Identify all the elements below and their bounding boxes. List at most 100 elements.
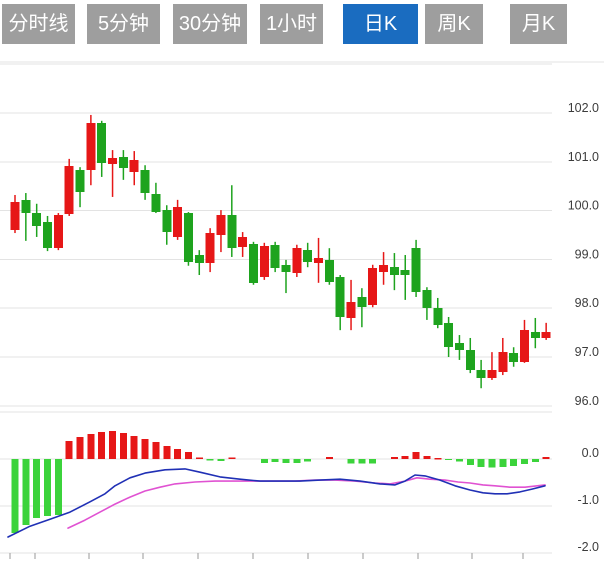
- candle-body: [335, 276, 345, 317]
- candle-body: [248, 243, 258, 283]
- candle-up: [129, 151, 139, 186]
- candle-down: [454, 335, 464, 360]
- macd-bar-positive: [412, 451, 420, 459]
- candle-down: [32, 203, 42, 237]
- macd-axis-label: -1.0: [577, 493, 599, 507]
- candle-down: [118, 150, 128, 180]
- right-axis-labels: 102.0 101.0 100.0 99.0 98.0 97.0 96.0 0.0 -1.0 -2…: [568, 101, 599, 554]
- candle-body: [32, 213, 42, 227]
- candle-body: [162, 210, 172, 233]
- macd-bar-positive: [325, 457, 333, 459]
- macd-bar-positive: [434, 458, 442, 460]
- macd-axis-label: -2.0: [577, 540, 599, 554]
- candle-body: [259, 246, 269, 277]
- candle-body: [324, 259, 334, 282]
- candle-body: [509, 353, 519, 362]
- macd-bar-negative: [531, 459, 539, 462]
- macd-bar-negative: [260, 459, 268, 464]
- tab-weekly[interactable]: 周K: [425, 4, 483, 44]
- macd-bar-negative: [455, 459, 463, 462]
- macd-bar-negative: [293, 459, 301, 463]
- candle-down: [303, 242, 313, 268]
- candle-body: [389, 267, 399, 276]
- macd-bar-negative: [22, 459, 30, 525]
- macd-bar-positive: [109, 430, 117, 459]
- macd-bar-negative: [488, 459, 496, 468]
- dif-line: [7, 468, 546, 538]
- candle-body: [303, 250, 313, 262]
- candle-down: [465, 337, 475, 374]
- macd-bar-negative: [477, 459, 485, 467]
- candle-down: [97, 120, 107, 177]
- macd-bar-positive: [141, 438, 149, 459]
- tab-30min[interactable]: 30分钟: [173, 4, 247, 44]
- candle-down: [140, 165, 150, 200]
- tab-1hour[interactable]: 1小时: [260, 4, 323, 44]
- candle-up: [292, 244, 302, 277]
- price-axis-label: 98.0: [575, 296, 599, 310]
- macd-bar-negative: [304, 459, 312, 462]
- candle-body: [183, 213, 193, 262]
- macd-bar-negative: [347, 459, 355, 464]
- candle-down: [400, 255, 410, 300]
- candle-body: [346, 301, 356, 318]
- macd-bar-positive: [390, 457, 398, 459]
- candle-body: [379, 264, 389, 273]
- candle-body: [10, 201, 20, 231]
- macd-bar-negative: [499, 459, 507, 467]
- macd-bar-negative: [206, 459, 214, 461]
- tab-timeline[interactable]: 分时线: [2, 4, 75, 44]
- candle-body: [519, 330, 529, 362]
- candle-body: [97, 122, 107, 163]
- tab-daily[interactable]: 日K: [343, 4, 418, 44]
- candle-body: [465, 350, 475, 371]
- candle-up: [53, 213, 63, 251]
- tab-5min[interactable]: 5分钟: [87, 4, 160, 44]
- candle-down: [75, 167, 85, 208]
- price-axis-label: 96.0: [575, 394, 599, 408]
- price-axis-label: 102.0: [568, 101, 599, 115]
- macd-bar-positive: [152, 442, 160, 459]
- macd-bar-positive: [98, 432, 106, 459]
- candle-up: [368, 264, 378, 308]
- macd-bar-positive: [542, 457, 550, 459]
- candle-body: [422, 290, 432, 309]
- candle-body: [433, 308, 443, 325]
- candle-body: [281, 264, 291, 273]
- candle-body: [205, 233, 215, 263]
- macd-bar-positive: [65, 441, 73, 459]
- candle-down: [530, 317, 540, 349]
- candle-down: [183, 212, 193, 266]
- macd-bar-positive: [130, 435, 138, 459]
- candle-body: [541, 332, 551, 338]
- candle-up: [108, 150, 118, 197]
- candle-body: [129, 159, 139, 173]
- tab-monthly[interactable]: 月K: [510, 4, 567, 44]
- macd-bar-negative: [520, 459, 528, 465]
- price-axis-label: 101.0: [568, 150, 599, 164]
- macd-bar-negative: [466, 459, 474, 466]
- candle-up: [173, 199, 183, 240]
- candle-body: [454, 342, 464, 351]
- macd-axis-label: 0.0: [582, 446, 599, 460]
- candle-down: [476, 359, 486, 389]
- candle-down: [194, 250, 204, 276]
- candle-body: [118, 156, 128, 169]
- candle-up: [519, 319, 529, 363]
- candle-down: [162, 205, 172, 245]
- macd-histogram: [11, 430, 550, 533]
- macd-bar-negative: [282, 459, 290, 463]
- candle-body: [476, 370, 486, 378]
- macd-bar-negative: [217, 459, 225, 461]
- macd-bar-positive: [174, 449, 182, 459]
- candle-body: [53, 214, 63, 249]
- candles-layer: [10, 114, 551, 389]
- candle-down: [411, 239, 421, 297]
- candle-down: [335, 275, 345, 331]
- candle-down: [248, 241, 258, 285]
- macd-bar-negative: [510, 459, 518, 467]
- dea-line: [67, 476, 546, 529]
- candle-down: [357, 288, 367, 328]
- candle-up: [238, 232, 248, 257]
